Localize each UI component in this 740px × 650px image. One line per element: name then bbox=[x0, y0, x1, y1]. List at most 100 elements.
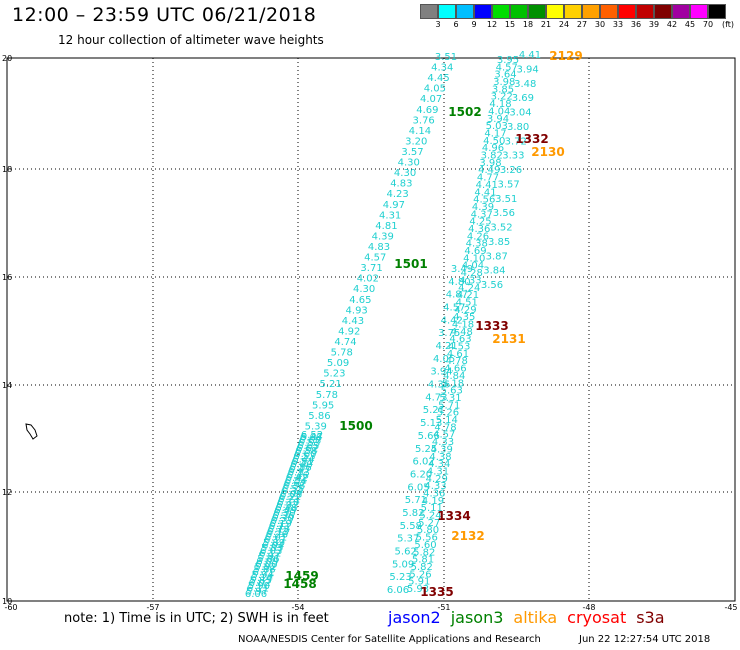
wave-height-value: 6.06 bbox=[387, 585, 409, 596]
wave-height-value: 4.34 bbox=[428, 459, 450, 470]
wave-height-value: 5.71 bbox=[438, 400, 460, 411]
wave-height-value: 6.56 bbox=[289, 462, 311, 473]
wave-height-value: 4.61 bbox=[447, 349, 469, 360]
pass-id-label: 1458 bbox=[283, 577, 316, 591]
wave-height-value: 4.10 bbox=[463, 253, 485, 264]
wave-height-value: 4.04 bbox=[488, 106, 510, 117]
wave-height-value: 4.66 bbox=[444, 364, 466, 375]
wave-height-value: 4.30 bbox=[353, 284, 375, 295]
longitude-tick-label: -57 bbox=[146, 603, 159, 612]
color-scale-swatch bbox=[564, 4, 582, 19]
color-scale-swatch bbox=[582, 4, 600, 19]
wave-height-value: 3.72 bbox=[505, 136, 527, 147]
wave-height-value: 5.62 bbox=[395, 546, 417, 557]
wave-height-value: 6.17 bbox=[264, 535, 286, 546]
pass-id-label: 1334 bbox=[437, 509, 470, 523]
wave-height-value: 5.91 bbox=[408, 577, 430, 588]
longitude-tick-label: -48 bbox=[582, 603, 595, 612]
wave-height-value: 5.92 bbox=[254, 562, 276, 573]
wave-height-value: 4.49 bbox=[478, 165, 500, 176]
wave-height-value: 4.05 bbox=[433, 354, 455, 365]
wave-height-value: 6.01 bbox=[265, 532, 287, 543]
wave-height-value: 4.30 bbox=[398, 158, 420, 169]
wave-height-value: 5.78 bbox=[316, 390, 338, 401]
pass-id-label: 1502 bbox=[448, 105, 481, 119]
wave-height-value: 6.48 bbox=[275, 503, 297, 514]
wave-height-value: 4.45 bbox=[427, 73, 449, 84]
wave-height-value: 4.84 bbox=[443, 371, 465, 382]
wave-height-value: 5.80 bbox=[417, 525, 439, 536]
wave-height-value: 4.83 bbox=[368, 242, 390, 253]
color-scale-swatch bbox=[510, 4, 528, 19]
wave-height-value: 6.47 bbox=[289, 465, 311, 476]
wave-height-value: 4.18 bbox=[452, 320, 474, 331]
longitude-tick-label: -45 bbox=[724, 603, 737, 612]
wave-height-value: 4.33 bbox=[459, 275, 481, 286]
wave-height-value: 6.10 bbox=[277, 497, 299, 508]
pass-id-label: 1333 bbox=[475, 319, 508, 333]
longitude-tick-label: -51 bbox=[437, 603, 450, 612]
wave-height-value: 4.73 bbox=[425, 392, 447, 403]
wave-height-value: 3.84 bbox=[483, 266, 505, 277]
wave-height-value: 6.26 bbox=[266, 530, 288, 541]
wave-height-value: 6.09 bbox=[256, 557, 278, 568]
legend-item-jason3: jason3 bbox=[450, 608, 504, 627]
wave-height-value: 4.92 bbox=[338, 326, 360, 337]
wave-height-value: 4.57 bbox=[443, 303, 465, 314]
wave-height-value: 4.05 bbox=[424, 84, 446, 95]
wave-height-value: 5.86 bbox=[308, 411, 330, 422]
wave-height-value: 4.69 bbox=[464, 246, 486, 257]
wave-height-value: 6.30 bbox=[273, 508, 295, 519]
wave-height-value: 6.02 bbox=[276, 500, 298, 511]
color-scale-swatch bbox=[600, 4, 618, 19]
color-scale-tick-label: 12 bbox=[486, 20, 498, 29]
wave-height-value: 5.31 bbox=[439, 393, 461, 404]
wave-height-value: 6.05 bbox=[407, 482, 429, 493]
wave-height-value: 4.29 bbox=[454, 305, 476, 316]
wave-height-value: 3.85 bbox=[488, 237, 510, 248]
wave-height-value: 4.39 bbox=[372, 231, 394, 242]
wave-height-value: 4.38 bbox=[466, 239, 488, 250]
wave-height-value: 3.98 bbox=[479, 158, 501, 169]
wave-height-value: 5.23 bbox=[323, 369, 345, 380]
wave-height-value: 5.26 bbox=[409, 569, 431, 580]
wave-height-value: 5.26 bbox=[437, 408, 459, 419]
color-scale-tick-label: 15 bbox=[504, 20, 516, 29]
wave-height-value: 3.57 bbox=[497, 179, 519, 190]
wave-height-value: 4.36 bbox=[468, 224, 490, 235]
pass-id-label: 2131 bbox=[492, 332, 525, 346]
longitude-tick-label: -60 bbox=[4, 603, 17, 612]
wave-height-value: 5.11 bbox=[421, 503, 443, 514]
wave-height-value: 6.51 bbox=[291, 457, 313, 468]
wave-height-value: 6.54 bbox=[285, 476, 307, 487]
wave-height-value: 5.83 bbox=[261, 543, 283, 554]
wave-height-value: 6.19 bbox=[270, 519, 292, 530]
wave-height-value: 6.66 bbox=[300, 433, 322, 444]
wave-height-value: 6.52 bbox=[301, 430, 323, 441]
color-scale-tick-label: 36 bbox=[630, 20, 642, 29]
wave-height-value: 6.42 bbox=[286, 473, 308, 484]
wave-height-value: 4.57 bbox=[433, 430, 455, 441]
wave-height-value: 5.93 bbox=[407, 584, 429, 595]
latitude-tick-label: 14 bbox=[2, 381, 12, 390]
wave-height-value: 5.85 bbox=[250, 576, 272, 587]
wave-height-value: 6.03 bbox=[260, 546, 282, 557]
wave-height-value: 4.53 bbox=[448, 342, 470, 353]
wave-height-value: 5.66 bbox=[418, 431, 440, 442]
wave-height-value: 3.48 bbox=[514, 79, 536, 90]
color-scale-tick-label: 6 bbox=[453, 20, 459, 29]
wave-height-value: 4.24 bbox=[458, 283, 480, 294]
pass-id-label: 2130 bbox=[531, 145, 564, 159]
wave-height-value: 5.13 bbox=[420, 418, 442, 429]
latitude-tick-label: 12 bbox=[2, 488, 12, 497]
wave-height-value: 4.43 bbox=[342, 316, 364, 327]
wave-height-value: 6.11 bbox=[247, 584, 269, 595]
color-scale-tick-label: 42 bbox=[666, 20, 678, 29]
wave-height-value: 6.65 bbox=[297, 441, 319, 452]
color-scale-swatch bbox=[456, 4, 474, 19]
wave-height-value: 4.42 bbox=[441, 315, 463, 326]
color-scale-tick-label: 27 bbox=[576, 20, 588, 29]
wave-height-value: 5.18 bbox=[442, 378, 464, 389]
legend-item-jason2: jason2 bbox=[388, 608, 441, 627]
wave-height-value: 5.47 bbox=[301, 432, 323, 443]
